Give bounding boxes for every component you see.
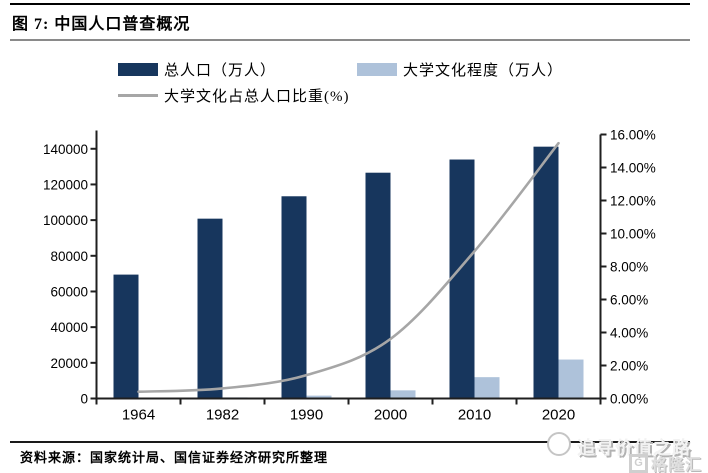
- college-swatch: [357, 62, 397, 76]
- svg-text:100000: 100000: [43, 213, 88, 228]
- bottom-rule: [10, 441, 690, 443]
- watermark-logo: G 格隆汇: [629, 451, 702, 473]
- svg-text:80000: 80000: [50, 249, 88, 264]
- svg-text:16.00%: 16.00%: [610, 128, 656, 143]
- title-underline: [10, 39, 690, 41]
- svg-text:2020: 2020: [542, 407, 575, 424]
- svg-text:40000: 40000: [50, 320, 88, 335]
- ratio-line: [137, 141, 560, 394]
- y-axis-left: 0 20000 40000 60000 80000 100000 120000 140000: [43, 142, 97, 407]
- svg-text:60000: 60000: [50, 284, 88, 299]
- gelonghui-g-icon: G: [629, 453, 648, 473]
- source-note: 资料来源：国家统计局、国信证券经济研究所整理: [20, 450, 329, 465]
- svg-text:120000: 120000: [43, 177, 88, 192]
- bars-total-population: [113, 146, 559, 399]
- svg-text:2.00%: 2.00%: [610, 359, 648, 374]
- legend-label: 大学文化程度（万人）: [403, 62, 564, 79]
- x-axis: 1964 1982 1990 2000 2010 2020: [95, 398, 602, 424]
- figure-title: 图 7: 中国人口普查概况: [12, 16, 191, 33]
- svg-text:4.00%: 4.00%: [610, 326, 648, 341]
- svg-text:140000: 140000: [43, 142, 88, 157]
- legend-item-ratio-line: 大学文化占总人口比重(%): [118, 87, 350, 105]
- svg-text:20000: 20000: [50, 356, 88, 371]
- total-population-swatch: [118, 62, 158, 76]
- legend-label: 大学文化占总人口比重(%): [164, 88, 350, 105]
- svg-text:0: 0: [80, 392, 88, 407]
- svg-text:2010: 2010: [458, 407, 491, 424]
- legend-item-college: 大学文化程度（万人）: [357, 61, 564, 79]
- svg-text:14.00%: 14.00%: [610, 161, 656, 176]
- legend-item-total-population: 总人口（万人）: [118, 61, 277, 79]
- svg-text:12.00%: 12.00%: [610, 194, 656, 209]
- watermark-logo-text: 格隆汇: [651, 457, 703, 473]
- svg-text:1990: 1990: [290, 407, 323, 424]
- y-axis-right: 0.00% 2.00% 4.00% 6.00% 8.00% 10.00% 12.00% 14.…: [600, 128, 656, 407]
- svg-text:2000: 2000: [374, 407, 407, 424]
- top-rule: [10, 3, 690, 5]
- ratio-line-swatch: [118, 93, 158, 97]
- svg-text:8.00%: 8.00%: [610, 260, 648, 275]
- watermark-text: 追寻价值之路: [577, 438, 691, 458]
- svg-text:6.00%: 6.00%: [610, 293, 648, 308]
- svg-text:1982: 1982: [206, 407, 239, 424]
- svg-text:0.00%: 0.00%: [610, 392, 648, 407]
- svg-text:1964: 1964: [122, 407, 155, 424]
- axis-frame: [95, 130, 602, 400]
- legend-label: 总人口（万人）: [164, 62, 277, 79]
- svg-text:10.00%: 10.00%: [610, 227, 656, 242]
- watermark-mascot-icon: [547, 432, 571, 456]
